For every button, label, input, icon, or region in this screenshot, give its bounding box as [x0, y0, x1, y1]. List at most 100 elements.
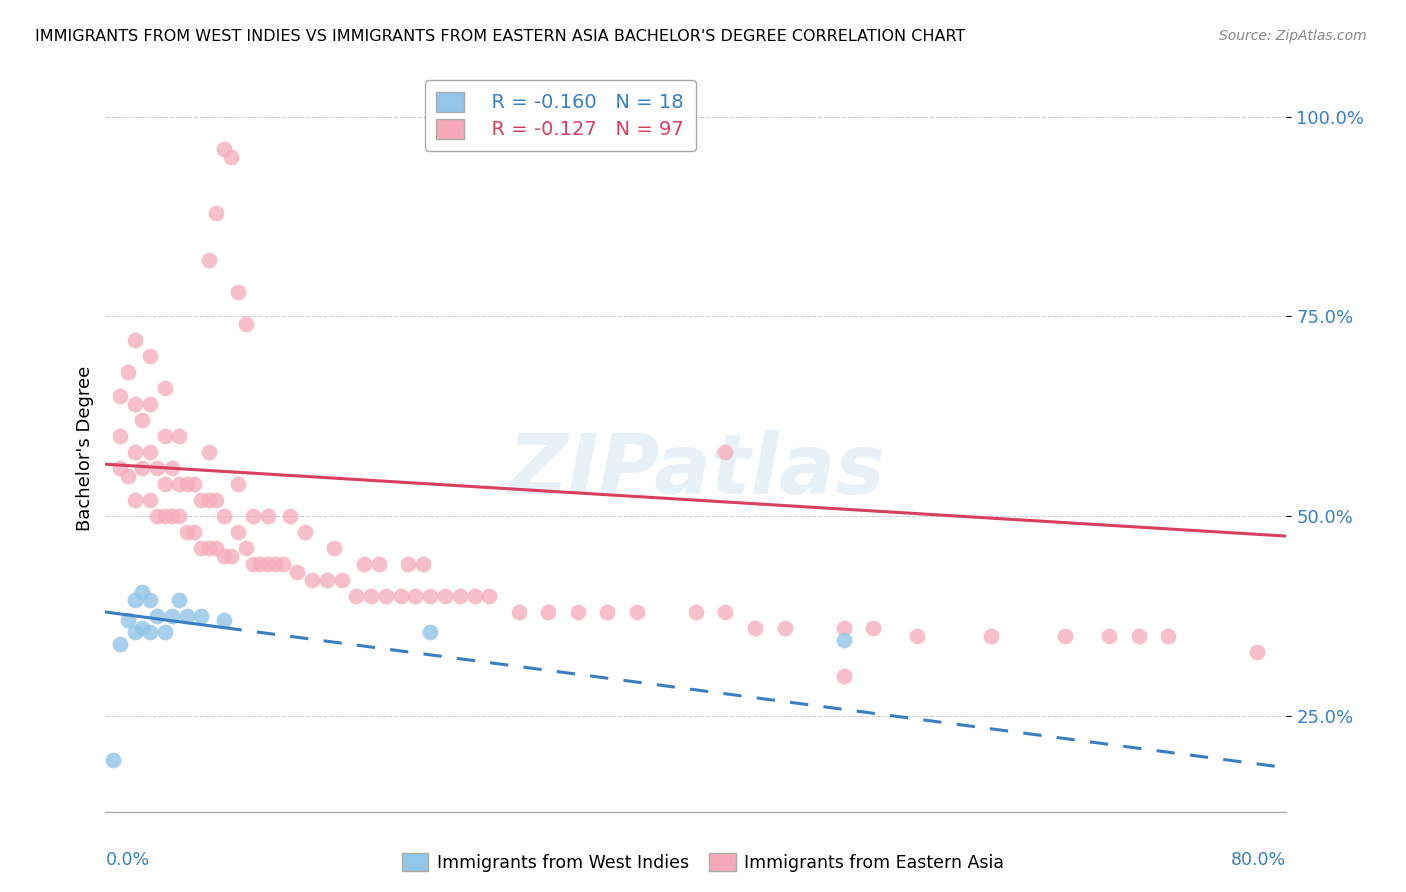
Point: [773, 621, 796, 635]
Point: [169, 509, 191, 524]
Point: [419, 589, 441, 603]
Point: [190, 541, 212, 555]
Point: [257, 509, 280, 524]
Point: [242, 509, 264, 524]
Point: [212, 142, 235, 156]
Point: [405, 589, 427, 603]
Point: [419, 624, 441, 639]
Point: [626, 605, 648, 619]
Point: [110, 389, 132, 403]
Text: Source: ZipAtlas.com: Source: ZipAtlas.com: [1219, 29, 1367, 43]
Point: [138, 397, 162, 411]
Point: [212, 549, 235, 563]
Point: [257, 557, 280, 571]
Point: [714, 445, 737, 459]
Point: [264, 557, 287, 571]
Point: [235, 541, 257, 555]
Point: [176, 477, 198, 491]
Point: [138, 493, 162, 508]
Point: [153, 429, 176, 443]
Point: [101, 753, 124, 767]
Point: [862, 621, 884, 635]
Point: [169, 429, 191, 443]
Point: [190, 493, 212, 508]
Point: [160, 461, 183, 475]
Point: [169, 593, 191, 607]
Text: ZIPatlas: ZIPatlas: [508, 430, 884, 510]
Point: [433, 589, 456, 603]
Point: [360, 589, 382, 603]
Point: [205, 205, 228, 219]
Point: [228, 285, 250, 300]
Point: [124, 593, 146, 607]
Point: [110, 429, 132, 443]
Point: [183, 477, 205, 491]
Point: [212, 509, 235, 524]
Point: [242, 557, 264, 571]
Point: [183, 525, 205, 540]
Point: [197, 541, 219, 555]
Point: [176, 609, 198, 624]
Legend: Immigrants from West Indies, Immigrants from Eastern Asia: Immigrants from West Indies, Immigrants …: [395, 847, 1011, 879]
Point: [117, 613, 139, 627]
Point: [169, 477, 191, 491]
Point: [449, 589, 471, 603]
Point: [124, 397, 146, 411]
Point: [287, 565, 309, 579]
Point: [508, 605, 530, 619]
Point: [219, 549, 242, 563]
Point: [374, 589, 398, 603]
Point: [131, 413, 153, 427]
Point: [190, 609, 212, 624]
Point: [138, 624, 162, 639]
Point: [138, 350, 162, 364]
Point: [301, 573, 323, 587]
Point: [131, 585, 153, 599]
Point: [1157, 629, 1180, 643]
Point: [153, 381, 176, 395]
Point: [228, 477, 250, 491]
Point: [367, 557, 389, 571]
Point: [832, 632, 855, 647]
Point: [346, 589, 368, 603]
Point: [110, 637, 132, 651]
Point: [907, 629, 929, 643]
Point: [567, 605, 589, 619]
Point: [146, 509, 169, 524]
Point: [832, 669, 855, 683]
Point: [330, 573, 353, 587]
Point: [315, 573, 337, 587]
Point: [464, 589, 486, 603]
Point: [323, 541, 346, 555]
Point: [537, 605, 560, 619]
Point: [131, 461, 153, 475]
Text: 0.0%: 0.0%: [105, 851, 149, 869]
Point: [197, 445, 219, 459]
Point: [412, 557, 434, 571]
Point: [1128, 629, 1150, 643]
Point: [205, 541, 228, 555]
Point: [124, 493, 146, 508]
Point: [1054, 629, 1077, 643]
Legend:   R = -0.160   N = 18,   R = -0.127   N = 97: R = -0.160 N = 18, R = -0.127 N = 97: [425, 80, 696, 151]
Point: [294, 525, 316, 540]
Point: [396, 557, 419, 571]
Point: [124, 334, 146, 348]
Text: 80.0%: 80.0%: [1232, 851, 1286, 869]
Point: [219, 150, 242, 164]
Point: [1098, 629, 1121, 643]
Point: [117, 469, 139, 483]
Point: [744, 621, 766, 635]
Point: [124, 445, 146, 459]
Point: [153, 477, 176, 491]
Point: [160, 509, 183, 524]
Point: [353, 557, 375, 571]
Point: [278, 509, 301, 524]
Text: IMMIGRANTS FROM WEST INDIES VS IMMIGRANTS FROM EASTERN ASIA BACHELOR'S DEGREE CO: IMMIGRANTS FROM WEST INDIES VS IMMIGRANT…: [35, 29, 966, 44]
Point: [596, 605, 619, 619]
Point: [138, 445, 162, 459]
Point: [249, 557, 271, 571]
Point: [138, 593, 162, 607]
Point: [146, 609, 169, 624]
Point: [197, 253, 219, 268]
